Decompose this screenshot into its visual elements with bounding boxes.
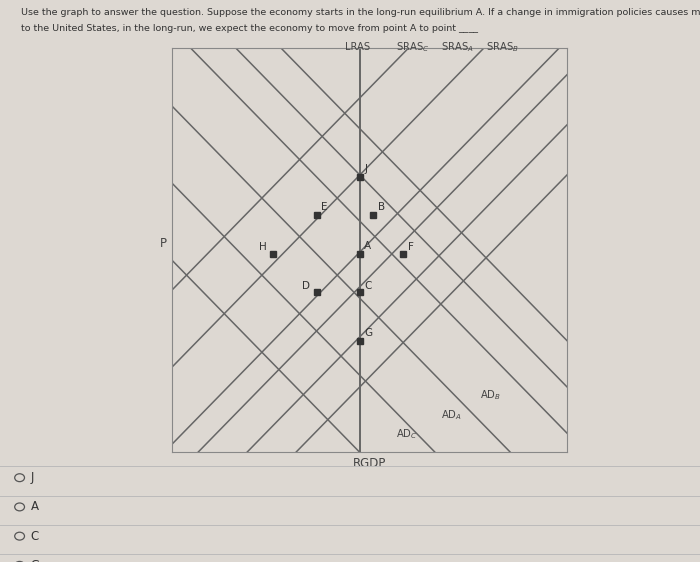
Text: SRAS$_B$: SRAS$_B$ bbox=[486, 40, 519, 53]
Text: AD$_B$: AD$_B$ bbox=[480, 388, 501, 402]
Y-axis label: P: P bbox=[160, 237, 167, 250]
Text: J: J bbox=[365, 164, 368, 174]
X-axis label: RGDP: RGDP bbox=[353, 456, 386, 470]
Text: B: B bbox=[377, 202, 385, 212]
Text: SRAS$_A$: SRAS$_A$ bbox=[441, 40, 474, 53]
Text: F: F bbox=[407, 242, 414, 252]
Text: E: E bbox=[321, 202, 328, 212]
Text: SRAS$_C$: SRAS$_C$ bbox=[395, 40, 429, 53]
Text: G: G bbox=[31, 559, 40, 562]
Text: J: J bbox=[31, 471, 34, 484]
Text: AD$_C$: AD$_C$ bbox=[395, 427, 417, 441]
Text: G: G bbox=[365, 328, 372, 338]
Text: C: C bbox=[365, 280, 372, 291]
Text: AD$_A$: AD$_A$ bbox=[441, 408, 462, 422]
Text: Use the graph to answer the question. Suppose the economy starts in the long-run: Use the graph to answer the question. Su… bbox=[21, 8, 700, 17]
Text: to the United States, in the long-run, we expect the economy to move from point : to the United States, in the long-run, w… bbox=[21, 24, 478, 33]
Text: C: C bbox=[31, 529, 39, 543]
Text: H: H bbox=[259, 242, 267, 252]
Text: A: A bbox=[31, 500, 38, 514]
Text: A: A bbox=[365, 241, 372, 251]
Text: D: D bbox=[302, 280, 310, 291]
Text: LRAS: LRAS bbox=[345, 42, 370, 52]
